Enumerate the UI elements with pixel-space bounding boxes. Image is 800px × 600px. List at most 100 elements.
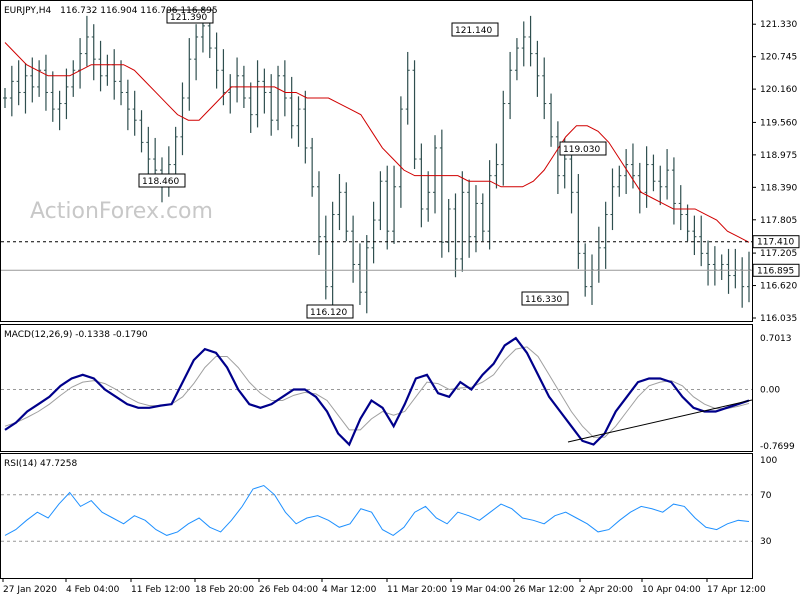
- macd-tick-label: 0.00: [760, 385, 780, 395]
- price-bar: [180, 82, 185, 156]
- price-bar: [173, 126, 178, 175]
- price-bar: [692, 215, 697, 256]
- price-bar: [426, 171, 431, 222]
- price-bar: [569, 146, 574, 214]
- price-bar: [419, 143, 424, 228]
- price-bar: [351, 215, 356, 283]
- level-price-box: 117.410: [752, 235, 800, 249]
- x-tick-label: 11 Feb 12:00: [131, 585, 190, 595]
- price-bar: [337, 174, 342, 231]
- svg-text:121.140: 121.140: [455, 26, 492, 36]
- rsi-tick-label: 70: [760, 491, 772, 501]
- price-bar: [453, 193, 458, 278]
- svg-text:121.390: 121.390: [170, 13, 207, 23]
- price-bar: [296, 96, 301, 147]
- price-bar: [132, 90, 137, 136]
- price-bar: [16, 60, 21, 106]
- x-tick-label: 18 Feb 20:00: [195, 585, 254, 595]
- macd-panel-frame: [0, 324, 753, 452]
- price-tick-label: 118.390: [760, 183, 797, 193]
- price-bar: [9, 65, 14, 117]
- rsi-panel-frame: [0, 453, 753, 579]
- price-bar: [535, 40, 540, 97]
- price-bar: [624, 149, 629, 194]
- macd-signal-line: [4, 346, 750, 438]
- macd-line: [4, 336, 750, 447]
- price-bar: [139, 110, 144, 153]
- price-annotation: 121.390: [166, 9, 214, 24]
- price-layer: 121.390 118.460 116.120 121.140 116.330 119.0…: [1, 7, 752, 319]
- svg-text:118.460: 118.460: [142, 177, 179, 187]
- price-panel-frame: [0, 0, 753, 322]
- price-bar: [323, 215, 328, 300]
- macd-tick-label: -0.7699: [760, 442, 795, 452]
- price-bar: [494, 143, 499, 189]
- price-bar: [665, 149, 670, 200]
- price-bar: [630, 143, 635, 189]
- price-tick-label: 117.205: [760, 249, 797, 259]
- price-bar: [480, 193, 485, 242]
- macd-tick-label: 0.7013: [760, 334, 792, 344]
- price-bar: [3, 88, 7, 108]
- price-bar: [316, 171, 321, 256]
- x-tick-label: 27 Jan 2020: [3, 585, 57, 595]
- price-bar: [706, 240, 711, 286]
- price-bar: [405, 51, 410, 125]
- x-tick-label: 19 Mar 04:00: [451, 585, 511, 595]
- price-bar: [521, 21, 526, 67]
- moving-average-line: [4, 42, 750, 243]
- price-bar: [125, 79, 130, 131]
- symbol-label: EURJPY,H4: [4, 6, 52, 16]
- price-bar: [37, 60, 42, 97]
- macd-title: MACD(12,26,9) -0.1338 -0.1790: [4, 330, 148, 340]
- price-bar: [678, 185, 683, 231]
- price-bar: [57, 90, 62, 131]
- rsi-tick-label: 100: [760, 456, 777, 466]
- price-bar: [685, 204, 690, 242]
- price-bar: [603, 201, 608, 269]
- svg-text:117.410: 117.410: [757, 238, 794, 248]
- price-bar: [439, 129, 444, 258]
- rsi-title: RSI(14) 47.7258: [4, 459, 77, 469]
- price-bar: [344, 182, 349, 242]
- price-bar: [542, 57, 547, 120]
- price-bar: [303, 90, 308, 164]
- price-bar: [146, 126, 151, 178]
- price-bar: [610, 168, 615, 231]
- ohlc-readout: 116.732 116.904 116.706 116.895: [60, 6, 217, 16]
- x-tick-label: 11 Mar 20:00: [387, 585, 447, 595]
- price-bar: [528, 15, 533, 67]
- x-tick-label: 10 Apr 04:00: [642, 585, 701, 595]
- x-tick-label: 17 Apr 12:00: [707, 585, 766, 595]
- price-bar: [473, 185, 478, 253]
- price-tick-label: 117.805: [760, 216, 797, 226]
- price-bar: [262, 68, 267, 114]
- price-bar: [501, 90, 506, 186]
- price-bar: [269, 74, 274, 136]
- price-bar: [651, 154, 656, 192]
- watermark: ActionForex.com: [30, 199, 213, 224]
- x-tick-label: 2 Apr 20:00: [580, 585, 633, 595]
- price-annotation: 121.140: [451, 22, 499, 37]
- price-bar: [433, 135, 438, 214]
- price-bar: [576, 174, 581, 269]
- price-bar: [221, 49, 226, 106]
- price-bar: [194, 24, 199, 81]
- price-annotation: 119.030: [559, 141, 607, 156]
- price-bar: [214, 32, 219, 89]
- price-bar: [50, 71, 55, 122]
- svg-text:119.030: 119.030: [563, 145, 600, 155]
- macd-trendline: [567, 399, 753, 443]
- price-bar: [549, 93, 554, 147]
- price-bar: [371, 201, 376, 264]
- price-bar: [514, 38, 519, 81]
- x-tick-label: 4 Mar 12:00: [322, 585, 377, 595]
- price-bar: [330, 201, 335, 308]
- price-bar: [726, 248, 731, 294]
- price-bar: [310, 137, 315, 197]
- x-tick-label: 4 Feb 04:00: [66, 585, 120, 595]
- price-tick-label: 121.330: [760, 20, 797, 30]
- price-bar: [255, 60, 260, 128]
- price-annotation: 118.460: [138, 173, 186, 188]
